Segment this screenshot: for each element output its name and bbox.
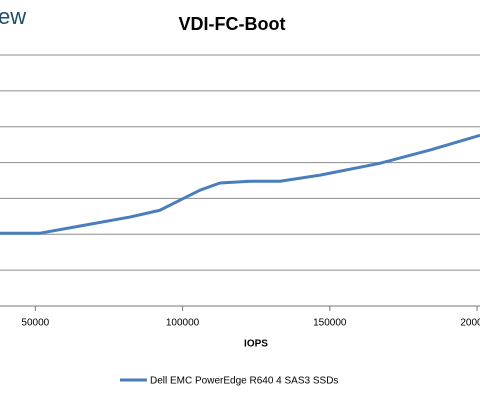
legend-label: Dell EMC PowerEdge R640 4 SAS3 SSDs (150, 376, 338, 387)
x-axis-label: IOPS (244, 339, 268, 350)
x-tick-label: 50000 (21, 318, 49, 329)
x-tick-label: 100000 (166, 318, 200, 329)
x-tick-label: 200000 (460, 318, 480, 329)
data-line (0, 133, 480, 235)
x-tick-label: 150000 (313, 318, 347, 329)
logo: ew (0, 4, 26, 29)
chart-title: VDI-FC-Boot (179, 14, 286, 34)
